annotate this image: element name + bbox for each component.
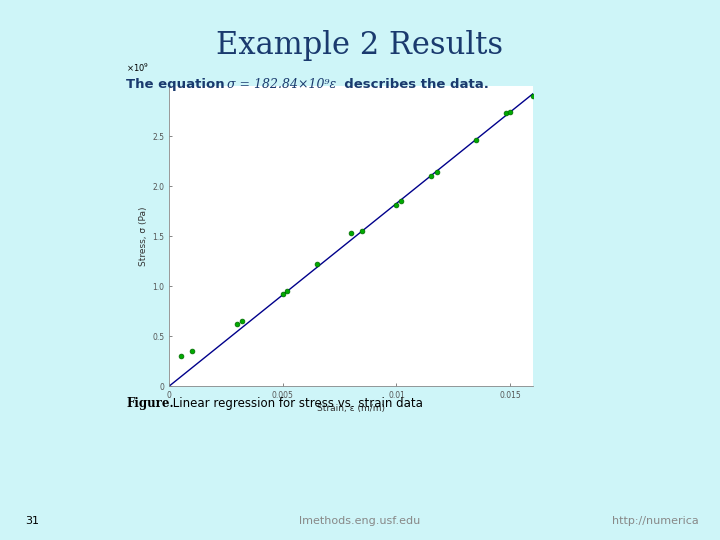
Text: lmethods.eng.usf.edu: lmethods.eng.usf.edu <box>300 516 420 526</box>
Point <box>431 168 443 177</box>
Point <box>346 229 357 238</box>
Text: The equation: The equation <box>126 78 229 91</box>
Point <box>504 108 516 117</box>
Point <box>356 227 368 235</box>
Point <box>232 320 243 328</box>
Text: Example 2 Results: Example 2 Results <box>217 30 503 60</box>
Text: 31: 31 <box>25 516 39 526</box>
Point <box>470 136 482 145</box>
Point <box>186 347 198 355</box>
Point <box>425 172 436 180</box>
Point <box>527 92 539 101</box>
Text: Figure.: Figure. <box>126 397 174 410</box>
Y-axis label: Stress, σ (Pa): Stress, σ (Pa) <box>139 206 148 266</box>
Point <box>236 317 248 326</box>
Point <box>395 197 407 206</box>
Point <box>277 290 289 299</box>
Text: Linear regression for stress vs. strain data: Linear regression for stress vs. strain … <box>169 397 423 410</box>
Point <box>500 109 511 118</box>
Point <box>391 201 402 210</box>
Text: describes the data.: describes the data. <box>335 78 489 91</box>
Text: $\times10^9$: $\times10^9$ <box>125 62 148 75</box>
Point <box>311 260 323 268</box>
Point <box>175 352 186 361</box>
Text: http://numerica: http://numerica <box>612 516 698 526</box>
Text: σ = 182.84×10⁹ε: σ = 182.84×10⁹ε <box>227 78 336 91</box>
X-axis label: Strain, ε (m/m): Strain, ε (m/m) <box>317 404 385 413</box>
Point <box>282 287 293 295</box>
